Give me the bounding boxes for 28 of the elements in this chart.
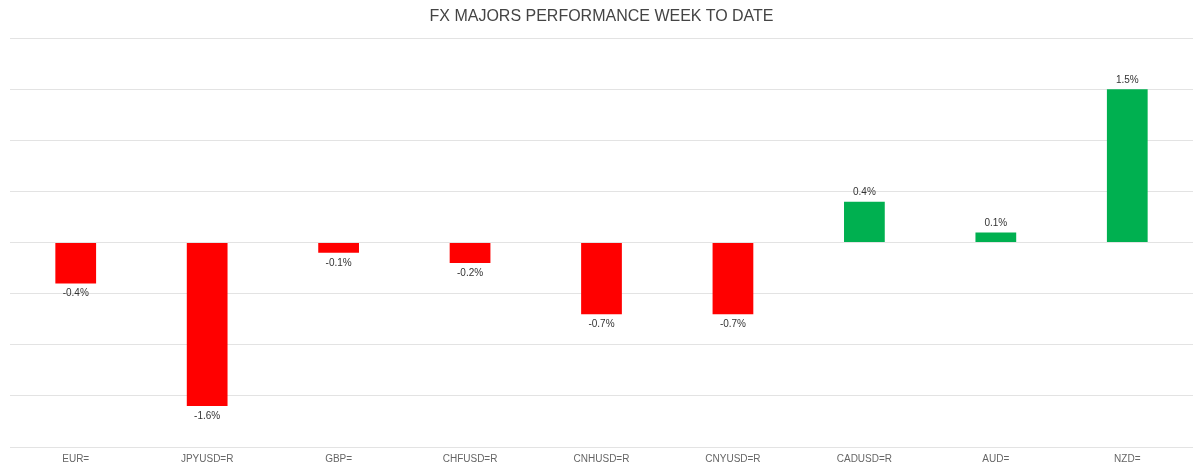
bar (844, 201, 885, 243)
data-label: -0.7% (719, 317, 747, 329)
bar (581, 243, 622, 315)
data-label: -0.7% (588, 317, 615, 329)
bar (975, 232, 1017, 243)
bar (55, 243, 97, 284)
x-tick-label: CADUSD=R (836, 452, 893, 464)
data-label: -0.1% (325, 256, 352, 268)
data-label: -0.2% (456, 266, 484, 278)
data-label: -1.6% (194, 409, 221, 421)
x-tick-label: AUD= (982, 452, 1010, 464)
x-tick-label: NZD= (1114, 452, 1141, 464)
bar (449, 243, 491, 264)
data-label: -0.4% (62, 287, 89, 299)
data-label: 0.4% (852, 186, 876, 198)
chart-title: FX MAJORS PERFORMANCE WEEK TO DATE (429, 7, 774, 25)
data-label: 0.1% (984, 217, 1008, 229)
bar (712, 243, 754, 315)
bar (186, 243, 228, 407)
x-tick-label: GBP= (325, 452, 353, 464)
x-tick-label: CNHUSD=R (573, 452, 630, 464)
x-tick-label: CNYUSD=R (705, 452, 761, 464)
bar (318, 243, 359, 253)
x-tick-label: JPYUSD=R (180, 452, 234, 464)
bar (1106, 89, 1148, 243)
data-label: 1.5% (1115, 74, 1139, 86)
x-tick-label: CHFUSD=R (442, 452, 498, 464)
x-tick-label: EUR= (62, 452, 90, 464)
